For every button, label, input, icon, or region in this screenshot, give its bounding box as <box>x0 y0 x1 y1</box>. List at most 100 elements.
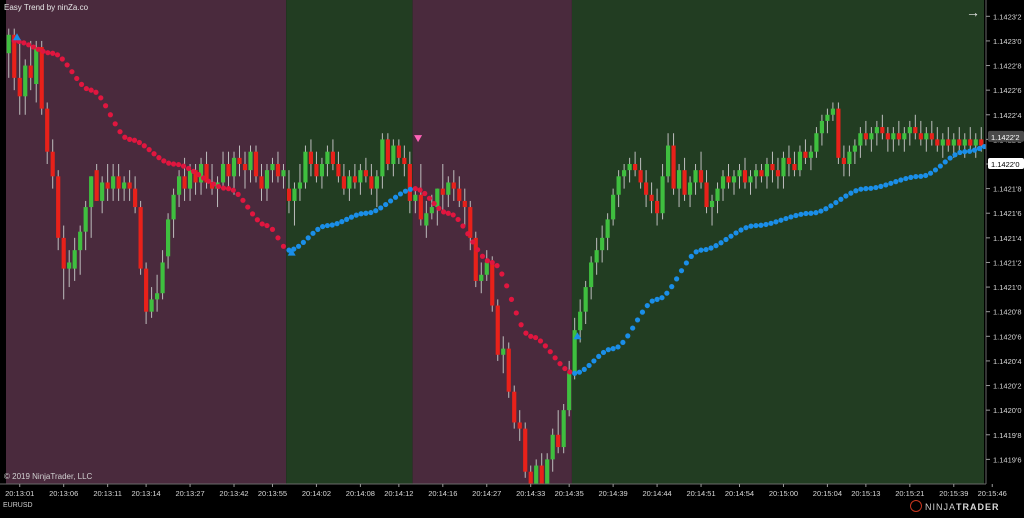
trend-dot-up <box>630 325 636 331</box>
price-tick-label: 1.1420'8 <box>993 308 1022 317</box>
bull-candle <box>605 219 610 238</box>
bear-candle <box>12 34 17 78</box>
bear-candle <box>28 65 33 78</box>
trend-dot-down <box>112 121 118 127</box>
trend-dot-down <box>431 200 437 207</box>
time-tick-label: 20:14:39 <box>599 489 628 498</box>
trend-dot-down <box>64 62 70 68</box>
trend-dot-up <box>634 317 641 323</box>
time-tick-label: 20:14:35 <box>555 489 584 498</box>
trend-dot-up <box>348 214 355 220</box>
trend-dot-up <box>932 167 939 173</box>
bear-candle <box>237 157 242 164</box>
bull-candle <box>676 170 682 189</box>
trend-dot-up <box>576 369 583 375</box>
trend-dot-up <box>803 210 809 217</box>
bear-candle <box>517 422 522 429</box>
trend-dot-down <box>170 161 177 167</box>
bull-candle <box>874 127 879 134</box>
trend-dot-up <box>392 194 399 200</box>
trend-dot-down <box>557 361 563 367</box>
bull-candle <box>709 200 715 208</box>
bull-candle <box>534 465 539 491</box>
arrow-right-icon[interactable]: → <box>966 4 980 20</box>
bear-candle <box>929 133 934 140</box>
trend-dot-down <box>547 349 553 355</box>
time-tick-label: 20:13:42 <box>219 489 248 498</box>
trend-dot-up <box>942 159 948 165</box>
trend-dot-up <box>407 186 413 192</box>
bear-candle <box>17 77 22 97</box>
bull-candle <box>67 262 72 269</box>
bull-candle <box>155 293 160 300</box>
trend-dot-up <box>300 239 306 245</box>
bull-candle <box>797 151 803 171</box>
time-tick-label: 20:15:13 <box>851 489 880 498</box>
trend-dot-up <box>893 179 899 185</box>
trend-dot-up <box>971 147 978 153</box>
bear-candle <box>50 151 55 177</box>
price-tick-label: 1.1419'6 <box>993 455 1022 464</box>
trend-dot-up <box>858 186 864 192</box>
trend-dot-up <box>693 249 699 255</box>
trend-dot-up <box>962 149 968 155</box>
trend-dot-up <box>748 223 754 229</box>
trend-dot-down <box>499 271 505 277</box>
trend-dot-up <box>397 191 404 197</box>
trend-dot-up <box>976 145 983 152</box>
trend-dot-up <box>853 188 859 194</box>
bear-candle <box>204 164 209 183</box>
bull-candle <box>830 108 835 115</box>
trend-dot-down <box>445 210 451 216</box>
trend-dot-down <box>127 136 133 142</box>
bear-candle <box>786 157 792 164</box>
trend-dot-up <box>708 245 714 251</box>
bull-candle <box>973 139 978 146</box>
bull-candle <box>572 330 577 374</box>
time-axis[interactable]: 20:13:01 20:13:06 20:13:11 20:13:14 20:13:27… <box>0 483 1024 513</box>
price-axis[interactable]: 1.1423'2 1.1423'0 1.1422'8 1.1422'6 1.1422'4… <box>985 0 1024 513</box>
bull-candle <box>391 145 396 164</box>
bear-candle <box>242 164 248 171</box>
price-tick-label: 1.1422'8 <box>993 62 1022 71</box>
trend-dot-down <box>562 365 568 372</box>
trend-dot-down <box>146 147 152 153</box>
bear-candle <box>127 182 132 189</box>
trend-dot-down <box>426 195 433 201</box>
trend-dot-down <box>532 334 539 341</box>
bear-candle <box>336 164 341 177</box>
trend-dot-down <box>479 253 486 259</box>
bear-candle <box>144 268 149 312</box>
price-tick-label: 1.1423'2 <box>993 12 1022 21</box>
trend-dot-up <box>329 222 335 228</box>
trend-dot-up <box>923 172 929 179</box>
bull-candle <box>660 176 665 214</box>
trend-dot-down <box>175 161 182 168</box>
trend-dot-down <box>69 69 75 75</box>
trend-dot-up <box>828 203 834 209</box>
bear-candle <box>396 145 401 158</box>
bear-candle <box>226 164 231 177</box>
trend-dot-up <box>843 193 849 199</box>
bull-candle <box>753 170 759 177</box>
bull-candle <box>589 262 594 288</box>
trend-dot-down <box>195 172 202 178</box>
bear-candle <box>726 176 731 183</box>
trend-dot-down <box>518 322 524 328</box>
trend-dot-up <box>639 309 646 315</box>
trend-dot-down <box>30 44 37 50</box>
trend-dot-down <box>245 204 251 210</box>
bull-candle <box>907 127 912 134</box>
bull-candle <box>446 182 451 195</box>
trend-dot-down <box>230 187 236 193</box>
trend-dot-down <box>417 187 423 193</box>
bull-candle <box>23 65 28 97</box>
trend-dot-down <box>264 222 270 229</box>
bull-candle <box>248 151 253 171</box>
trend-dot-down <box>161 158 167 164</box>
bear-candle <box>885 133 890 140</box>
trend-dot-down <box>269 226 276 232</box>
bull-candle <box>501 348 506 355</box>
